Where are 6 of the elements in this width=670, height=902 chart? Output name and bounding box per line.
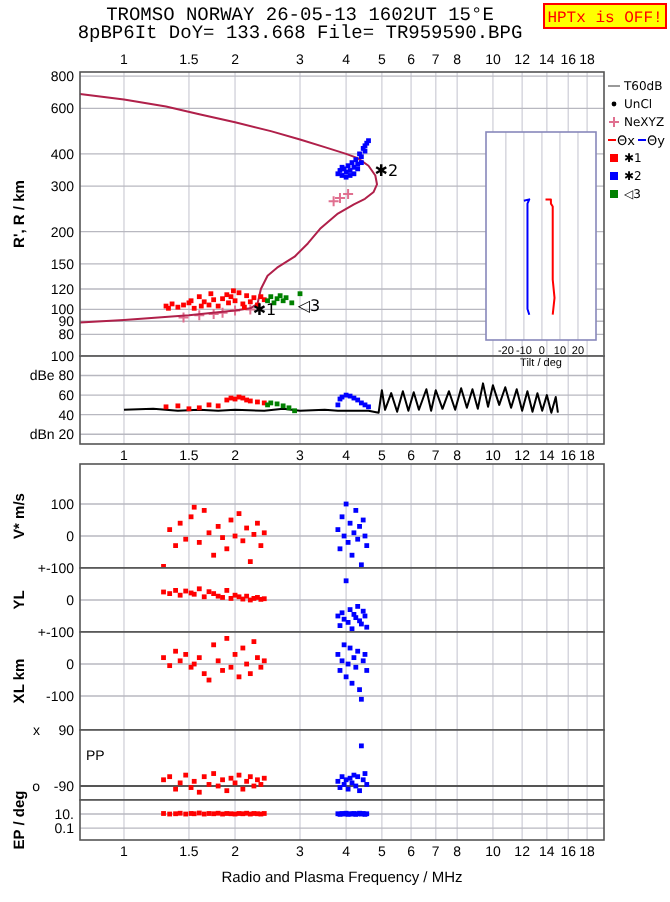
text: HPTx is OFF! [547, 10, 663, 28]
annotation: ✱2 [374, 162, 399, 181]
annotation: ✱1 [252, 300, 277, 319]
chart-subtitle: 8pBP6It DoY= 133.668 File= TR959590.BPG [77, 22, 523, 44]
annotation: ◁3 [297, 296, 321, 315]
chart-title: TROMSO NORWAY 26-05-13 1602UT 15°E [106, 4, 495, 26]
